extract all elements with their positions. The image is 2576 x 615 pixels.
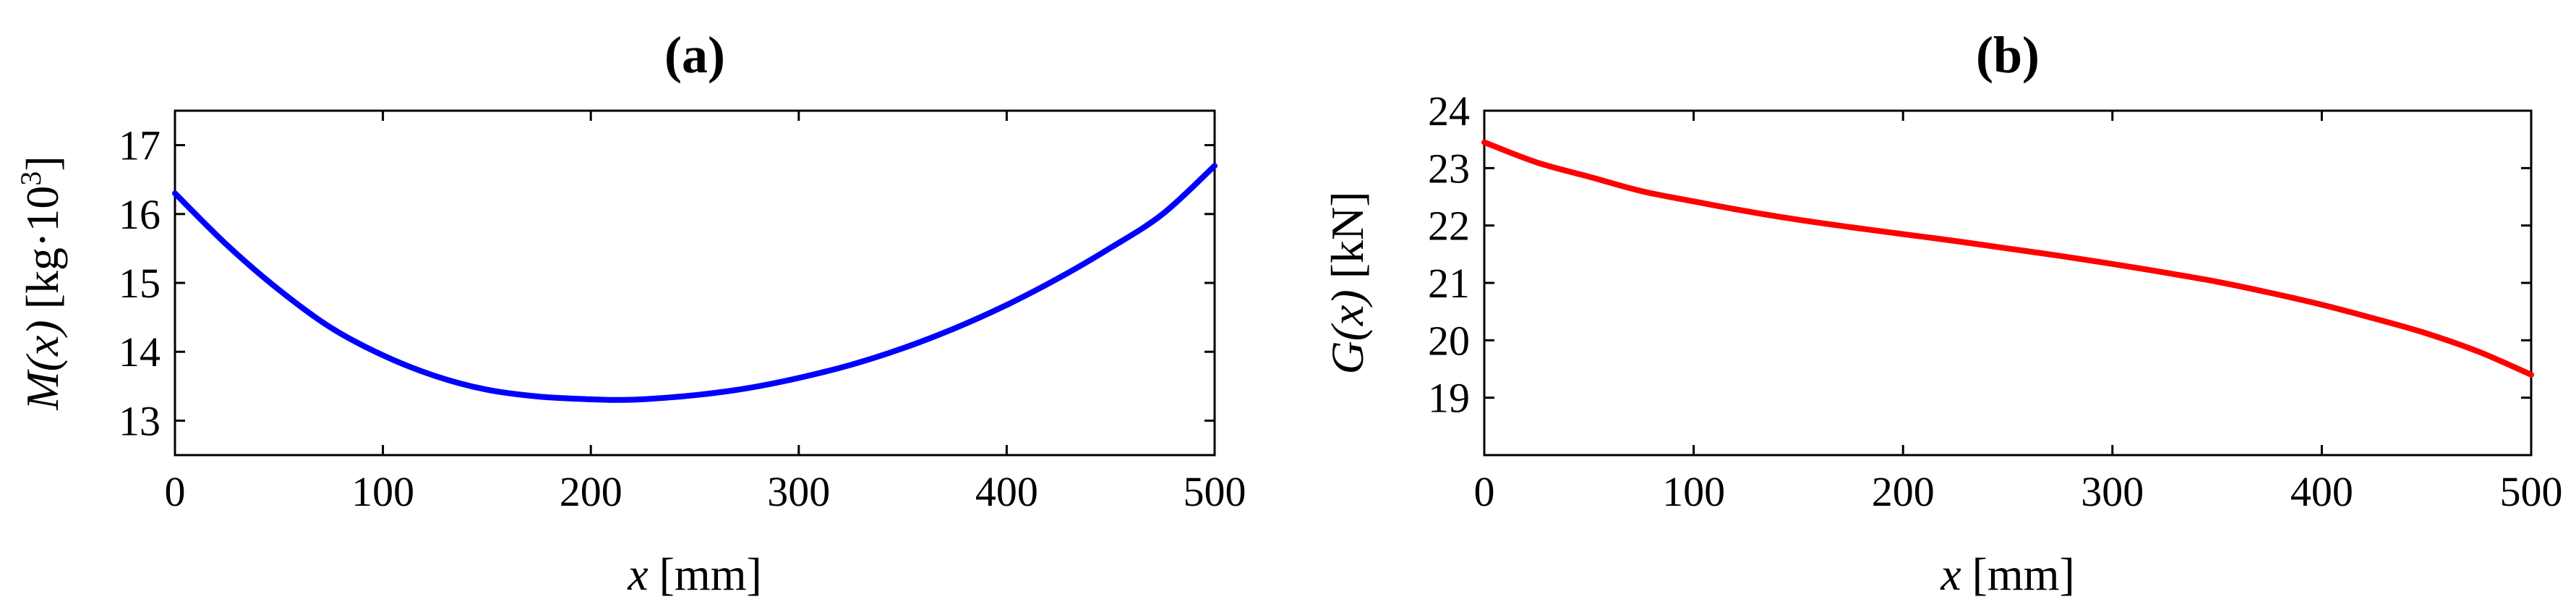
panel-b-y-tick-label: 24 <box>1428 88 1470 135</box>
panel-b-x-tick-label: 200 <box>1872 468 1935 515</box>
panel-a-y-unit-close: ] <box>17 156 68 171</box>
panel-a-plot-frame <box>174 109 1216 457</box>
panel-b-x-tick-label: 300 <box>2081 468 2144 515</box>
panel-b-y-unit: [kN] <box>1322 191 1373 279</box>
panel-a-x-axis-label: x [mm] <box>627 548 762 600</box>
panel-b-title: (b) <box>1976 26 2040 84</box>
panel-b-y-var: G(x) <box>1322 289 1373 374</box>
panel-a-y-unit-exp: 3 <box>14 171 47 186</box>
panel-b-series-line <box>1481 139 2534 378</box>
panel-a-y-tick-label: 17 <box>119 122 161 169</box>
panel-b-y-tick-labels: 19 20 21 22 23 24 <box>1428 88 1470 422</box>
panel-a-x-var: x <box>627 548 648 600</box>
panel-a-y-unit: [kg·10 <box>17 186 68 310</box>
panel-a-y-tick-label: 16 <box>119 191 161 238</box>
panel-a-y-tick-labels: 13 14 15 16 17 <box>119 122 161 445</box>
panel-b-y-axis-label: G(x) [kN] <box>1322 191 1373 374</box>
panel-b-y-tick-label: 21 <box>1428 260 1470 307</box>
panel-b-x-axis-label: x [mm] <box>1940 548 2075 600</box>
panel-b-x-tick-label: 100 <box>1662 468 1725 515</box>
panel-a-x-tick-label: 500 <box>1184 468 1246 515</box>
panel-a-title: (a) <box>664 26 725 84</box>
panel-b-x-unit: [mm] <box>1972 548 2075 600</box>
panel-a-ticks <box>174 111 1216 455</box>
panel-b-plot-frame <box>1483 109 2533 457</box>
panel-a-y-tick-label: 13 <box>119 397 161 444</box>
panel-b-y-tick-label: 20 <box>1428 317 1470 364</box>
panel-a-x-tick-label: 100 <box>351 468 414 515</box>
panel-a-x-tick-label: 0 <box>165 468 186 515</box>
panel-a-y-axis-label: M(x) [kg·103] <box>14 156 68 410</box>
panel-b-y-tick-label: 22 <box>1428 203 1470 250</box>
panel-a-y-var: M(x) <box>17 320 68 410</box>
panel-a-y-tick-label: 14 <box>119 328 161 376</box>
panel-b-y-tick-label: 23 <box>1428 145 1470 192</box>
panel-b-x-tick-label: 400 <box>2290 468 2353 515</box>
panel-a-x-tick-label: 400 <box>975 468 1038 515</box>
panel-b-x-tick-label: 500 <box>2500 468 2563 515</box>
panel-a-y-tick-label: 15 <box>119 260 161 307</box>
panel-a-x-tick-label: 200 <box>560 468 622 515</box>
panel-a-x-unit: [mm] <box>659 548 762 600</box>
panel-b-x-tick-label: 0 <box>1474 468 1495 515</box>
panel-a-series-line <box>172 163 1218 403</box>
panel-a-x-tick-label: 300 <box>767 468 830 515</box>
panel-a-x-tick-labels: 0 100 200 300 400 500 <box>165 468 1246 515</box>
panel-b-y-tick-label: 19 <box>1428 375 1470 422</box>
panel-b-x-tick-labels: 0 100 200 300 400 500 <box>1474 468 2563 515</box>
panel-b-x-var: x <box>1940 548 1961 600</box>
panel-b-ticks <box>1483 109 2533 455</box>
panel-a: (a) 0 100 200 300 400 500 13 14 15 16 17 x [mm] M(… <box>14 26 1246 600</box>
